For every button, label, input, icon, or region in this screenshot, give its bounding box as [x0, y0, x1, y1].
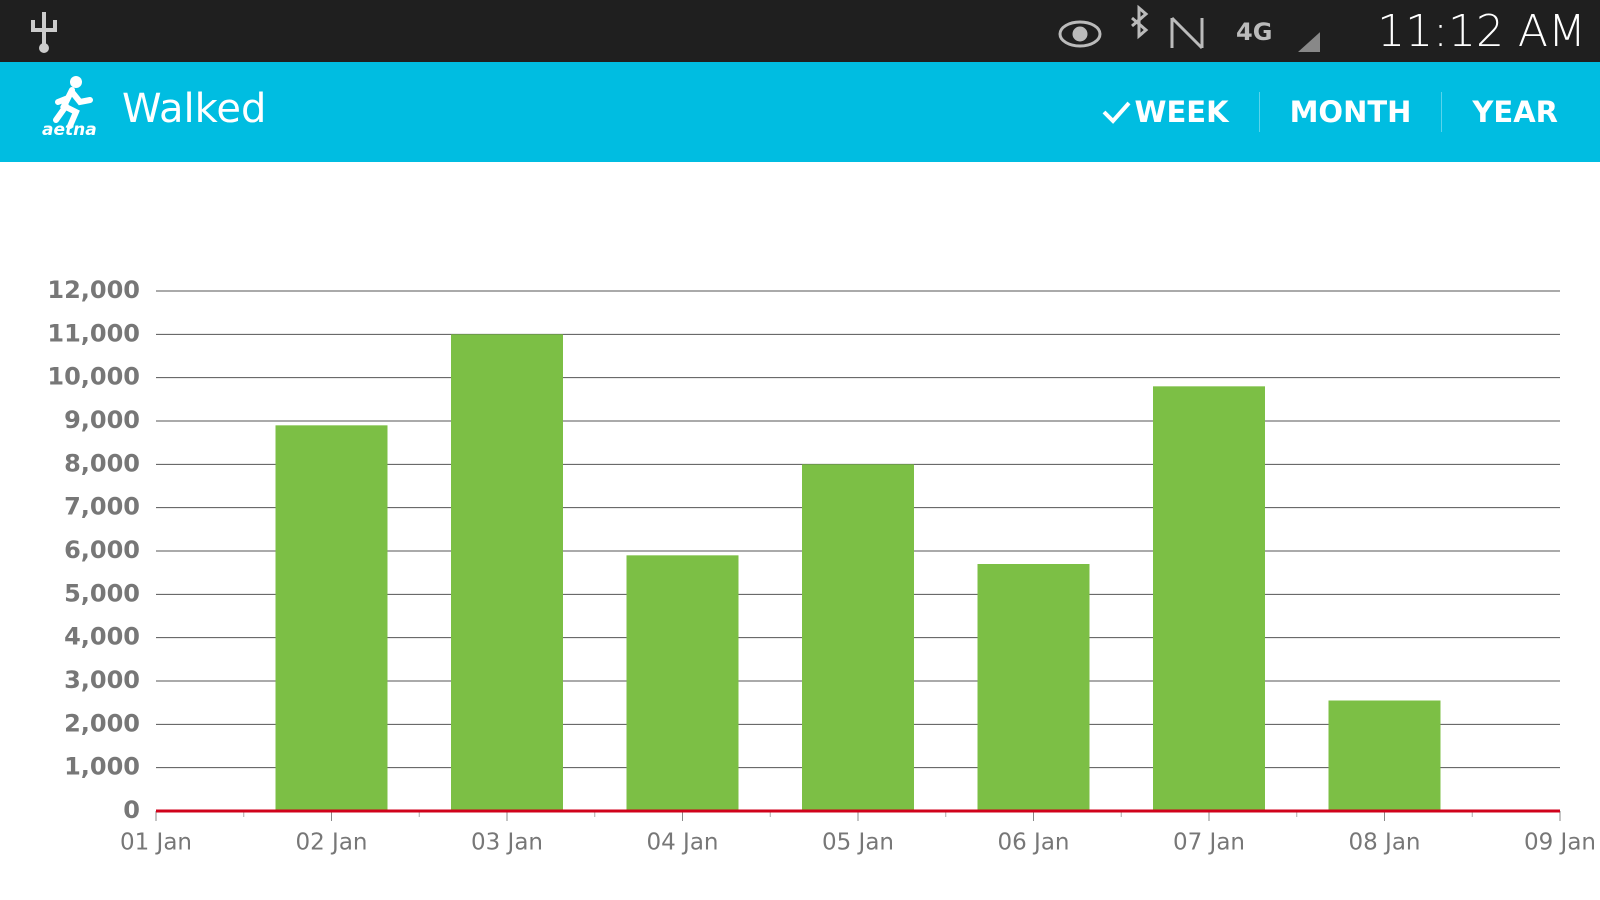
y-tick-label: 2,000 [64, 709, 140, 737]
y-tick-label: 4,000 [64, 623, 140, 651]
x-tick-label: 01 Jan [120, 830, 192, 856]
check-path [1103, 101, 1131, 124]
logo-text: aetna [42, 120, 97, 140]
app-bar: aetna Walked WEEK MONTH YEAR [0, 62, 1600, 162]
bar [451, 334, 563, 811]
tab-bar: WEEK MONTH YEAR [1070, 62, 1588, 162]
y-tick-label: 6,000 [64, 536, 140, 564]
bar [1328, 700, 1441, 811]
x-tick-label: 09 Jan [1524, 830, 1596, 856]
logo-icon [53, 76, 93, 129]
y-tick-label: 11,000 [47, 319, 140, 347]
check-icon [1103, 101, 1131, 124]
bar [275, 425, 388, 811]
y-tick-label: 5,000 [64, 579, 140, 607]
x-tick-label: 02 Jan [295, 830, 367, 856]
bar [802, 464, 914, 811]
bar [977, 564, 1090, 811]
status-icons: 4G [31, 4, 1381, 53]
x-tick-label: 08 Jan [1348, 830, 1420, 856]
y-tick-label: 8,000 [64, 449, 140, 477]
y-tick-label: 0 [123, 796, 140, 824]
nfc-icon [1170, 16, 1204, 50]
x-tick-label: 03 Jan [471, 830, 543, 856]
y-tick-label: 12,000 [47, 276, 140, 304]
usb-icon [31, 12, 57, 53]
y-tick-label: 1,000 [64, 753, 140, 781]
status-bar: 4G 11:12 AM [0, 0, 1600, 62]
screen-title: Walked [122, 86, 267, 132]
y-tick-label: 9,000 [64, 406, 140, 434]
clock: 11:12 AM [1377, 6, 1586, 57]
tab[interactable]: YEAR [1441, 92, 1588, 132]
signal-icon [1298, 14, 1340, 52]
bluetooth-icon [1131, 4, 1149, 40]
tab[interactable]: WEEK [1070, 92, 1258, 132]
y-tick-label: 7,000 [64, 493, 140, 521]
eye-icon [1058, 20, 1102, 48]
chart: 0 1,000 2,000 3,000 4,000 5,000 6,000 7,000 8,00… [47, 276, 1596, 856]
x-tick-label: 05 Jan [822, 830, 894, 856]
x-tick-label: 07 Jan [1173, 830, 1245, 856]
bar [626, 555, 739, 811]
tab[interactable]: MONTH [1258, 92, 1442, 132]
tab-label: WEEK [1134, 95, 1229, 129]
network-icon: 4G [1236, 18, 1272, 46]
y-tick-label: 3,000 [64, 666, 140, 694]
x-tick-label: 06 Jan [997, 830, 1069, 856]
bar [1153, 386, 1265, 811]
tab-label: MONTH [1289, 95, 1412, 129]
y-tick-label: 10,000 [47, 363, 140, 391]
x-tick-label: 04 Jan [646, 830, 718, 856]
tab-label: YEAR [1472, 95, 1558, 129]
